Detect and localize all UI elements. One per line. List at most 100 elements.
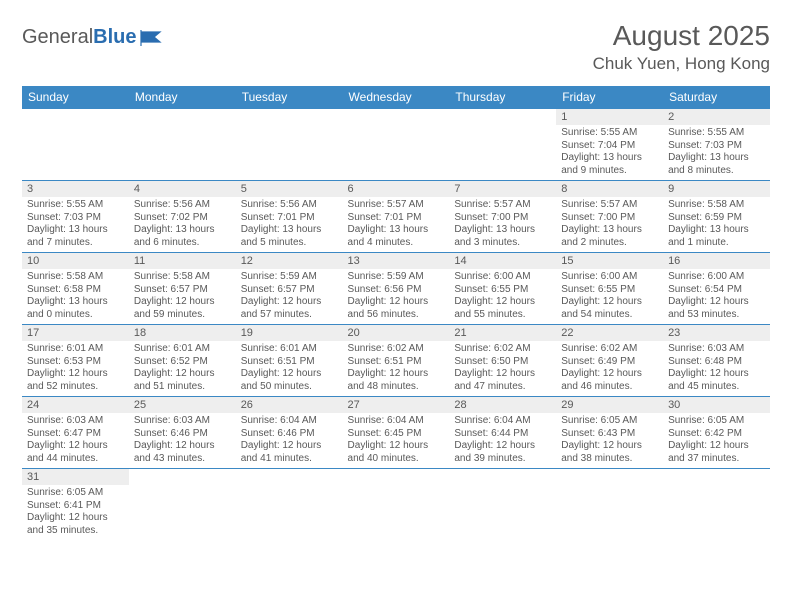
calendar-week-row: 31Sunrise: 6:05 AMSunset: 6:41 PMDayligh…	[22, 469, 770, 541]
calendar-day-cell: 8Sunrise: 5:57 AMSunset: 7:00 PMDaylight…	[556, 181, 663, 253]
day-number: 17	[22, 325, 129, 341]
day-details: Sunrise: 6:02 AMSunset: 6:50 PMDaylight:…	[449, 341, 556, 396]
calendar-week-row: 3Sunrise: 5:55 AMSunset: 7:03 PMDaylight…	[22, 181, 770, 253]
calendar-day-cell: 10Sunrise: 5:58 AMSunset: 6:58 PMDayligh…	[22, 253, 129, 325]
calendar-table: SundayMondayTuesdayWednesdayThursdayFrid…	[22, 86, 770, 541]
calendar-day-cell: 16Sunrise: 6:00 AMSunset: 6:54 PMDayligh…	[663, 253, 770, 325]
calendar-day-cell: 14Sunrise: 6:00 AMSunset: 6:55 PMDayligh…	[449, 253, 556, 325]
calendar-day-cell: 24Sunrise: 6:03 AMSunset: 6:47 PMDayligh…	[22, 397, 129, 469]
calendar-day-cell	[556, 469, 663, 541]
calendar-week-row: 24Sunrise: 6:03 AMSunset: 6:47 PMDayligh…	[22, 397, 770, 469]
calendar-day-cell: 1Sunrise: 5:55 AMSunset: 7:04 PMDaylight…	[556, 109, 663, 181]
day-number: 22	[556, 325, 663, 341]
weekday-header-cell: Tuesday	[236, 86, 343, 109]
day-number: 11	[129, 253, 236, 269]
location: Chuk Yuen, Hong Kong	[593, 54, 770, 74]
calendar-body: 1Sunrise: 5:55 AMSunset: 7:04 PMDaylight…	[22, 109, 770, 541]
calendar-day-cell	[236, 469, 343, 541]
calendar-day-cell	[129, 109, 236, 181]
logo: GeneralBlue	[22, 26, 162, 49]
day-details: Sunrise: 5:58 AMSunset: 6:59 PMDaylight:…	[663, 197, 770, 252]
day-number: 24	[22, 397, 129, 413]
calendar-week-row: 17Sunrise: 6:01 AMSunset: 6:53 PMDayligh…	[22, 325, 770, 397]
calendar-day-cell: 26Sunrise: 6:04 AMSunset: 6:46 PMDayligh…	[236, 397, 343, 469]
calendar-day-cell: 22Sunrise: 6:02 AMSunset: 6:49 PMDayligh…	[556, 325, 663, 397]
day-number: 14	[449, 253, 556, 269]
day-number: 31	[22, 469, 129, 485]
calendar-day-cell	[663, 469, 770, 541]
calendar-week-row: 10Sunrise: 5:58 AMSunset: 6:58 PMDayligh…	[22, 253, 770, 325]
day-details: Sunrise: 6:03 AMSunset: 6:48 PMDaylight:…	[663, 341, 770, 396]
calendar-day-cell: 11Sunrise: 5:58 AMSunset: 6:57 PMDayligh…	[129, 253, 236, 325]
calendar-day-cell: 18Sunrise: 6:01 AMSunset: 6:52 PMDayligh…	[129, 325, 236, 397]
calendar-day-cell: 30Sunrise: 6:05 AMSunset: 6:42 PMDayligh…	[663, 397, 770, 469]
header: GeneralBlue August 2025 Chuk Yuen, Hong …	[22, 20, 770, 74]
calendar-day-cell	[449, 469, 556, 541]
calendar-day-cell: 7Sunrise: 5:57 AMSunset: 7:00 PMDaylight…	[449, 181, 556, 253]
calendar-day-cell: 17Sunrise: 6:01 AMSunset: 6:53 PMDayligh…	[22, 325, 129, 397]
calendar-day-cell: 20Sunrise: 6:02 AMSunset: 6:51 PMDayligh…	[343, 325, 450, 397]
day-number: 5	[236, 181, 343, 197]
calendar-day-cell: 6Sunrise: 5:57 AMSunset: 7:01 PMDaylight…	[343, 181, 450, 253]
day-number: 16	[663, 253, 770, 269]
day-number: 4	[129, 181, 236, 197]
day-details: Sunrise: 5:59 AMSunset: 6:57 PMDaylight:…	[236, 269, 343, 324]
day-details: Sunrise: 6:00 AMSunset: 6:55 PMDaylight:…	[449, 269, 556, 324]
weekday-header-cell: Wednesday	[343, 86, 450, 109]
day-number: 12	[236, 253, 343, 269]
logo-text-1: General	[22, 26, 93, 49]
day-number: 6	[343, 181, 450, 197]
day-details: Sunrise: 6:05 AMSunset: 6:42 PMDaylight:…	[663, 413, 770, 468]
day-details: Sunrise: 5:56 AMSunset: 7:01 PMDaylight:…	[236, 197, 343, 252]
calendar-day-cell	[236, 109, 343, 181]
day-number: 8	[556, 181, 663, 197]
day-details: Sunrise: 6:03 AMSunset: 6:47 PMDaylight:…	[22, 413, 129, 468]
day-details: Sunrise: 5:56 AMSunset: 7:02 PMDaylight:…	[129, 197, 236, 252]
calendar-day-cell: 25Sunrise: 6:03 AMSunset: 6:46 PMDayligh…	[129, 397, 236, 469]
calendar-day-cell: 28Sunrise: 6:04 AMSunset: 6:44 PMDayligh…	[449, 397, 556, 469]
calendar-day-cell	[129, 469, 236, 541]
logo-text-2: Blue	[93, 26, 136, 49]
calendar-day-cell: 15Sunrise: 6:00 AMSunset: 6:55 PMDayligh…	[556, 253, 663, 325]
calendar-day-cell: 19Sunrise: 6:01 AMSunset: 6:51 PMDayligh…	[236, 325, 343, 397]
day-details: Sunrise: 6:05 AMSunset: 6:41 PMDaylight:…	[22, 485, 129, 540]
day-details: Sunrise: 6:02 AMSunset: 6:49 PMDaylight:…	[556, 341, 663, 396]
day-number: 10	[22, 253, 129, 269]
day-details: Sunrise: 6:01 AMSunset: 6:53 PMDaylight:…	[22, 341, 129, 396]
day-details: Sunrise: 6:01 AMSunset: 6:52 PMDaylight:…	[129, 341, 236, 396]
day-details: Sunrise: 6:04 AMSunset: 6:45 PMDaylight:…	[343, 413, 450, 468]
weekday-header-cell: Thursday	[449, 86, 556, 109]
day-details: Sunrise: 6:03 AMSunset: 6:46 PMDaylight:…	[129, 413, 236, 468]
day-details: Sunrise: 5:57 AMSunset: 7:01 PMDaylight:…	[343, 197, 450, 252]
calendar-day-cell: 3Sunrise: 5:55 AMSunset: 7:03 PMDaylight…	[22, 181, 129, 253]
calendar-day-cell: 29Sunrise: 6:05 AMSunset: 6:43 PMDayligh…	[556, 397, 663, 469]
weekday-header: SundayMondayTuesdayWednesdayThursdayFrid…	[22, 86, 770, 109]
calendar-day-cell: 31Sunrise: 6:05 AMSunset: 6:41 PMDayligh…	[22, 469, 129, 541]
day-number: 29	[556, 397, 663, 413]
day-number: 7	[449, 181, 556, 197]
day-details: Sunrise: 6:05 AMSunset: 6:43 PMDaylight:…	[556, 413, 663, 468]
day-details: Sunrise: 6:00 AMSunset: 6:54 PMDaylight:…	[663, 269, 770, 324]
day-number: 20	[343, 325, 450, 341]
calendar-day-cell	[343, 469, 450, 541]
calendar-day-cell: 12Sunrise: 5:59 AMSunset: 6:57 PMDayligh…	[236, 253, 343, 325]
day-number: 2	[663, 109, 770, 125]
day-number: 28	[449, 397, 556, 413]
day-number: 26	[236, 397, 343, 413]
title-block: August 2025 Chuk Yuen, Hong Kong	[593, 20, 770, 74]
day-number: 19	[236, 325, 343, 341]
day-details: Sunrise: 5:55 AMSunset: 7:03 PMDaylight:…	[663, 125, 770, 180]
flag-icon	[140, 30, 162, 46]
day-details: Sunrise: 5:55 AMSunset: 7:03 PMDaylight:…	[22, 197, 129, 252]
weekday-header-cell: Saturday	[663, 86, 770, 109]
calendar-day-cell	[343, 109, 450, 181]
calendar-day-cell: 5Sunrise: 5:56 AMSunset: 7:01 PMDaylight…	[236, 181, 343, 253]
weekday-header-cell: Sunday	[22, 86, 129, 109]
day-number: 30	[663, 397, 770, 413]
calendar-day-cell: 9Sunrise: 5:58 AMSunset: 6:59 PMDaylight…	[663, 181, 770, 253]
day-details: Sunrise: 5:55 AMSunset: 7:04 PMDaylight:…	[556, 125, 663, 180]
day-details: Sunrise: 6:04 AMSunset: 6:46 PMDaylight:…	[236, 413, 343, 468]
day-details: Sunrise: 5:58 AMSunset: 6:57 PMDaylight:…	[129, 269, 236, 324]
day-details: Sunrise: 6:02 AMSunset: 6:51 PMDaylight:…	[343, 341, 450, 396]
day-details: Sunrise: 5:57 AMSunset: 7:00 PMDaylight:…	[556, 197, 663, 252]
